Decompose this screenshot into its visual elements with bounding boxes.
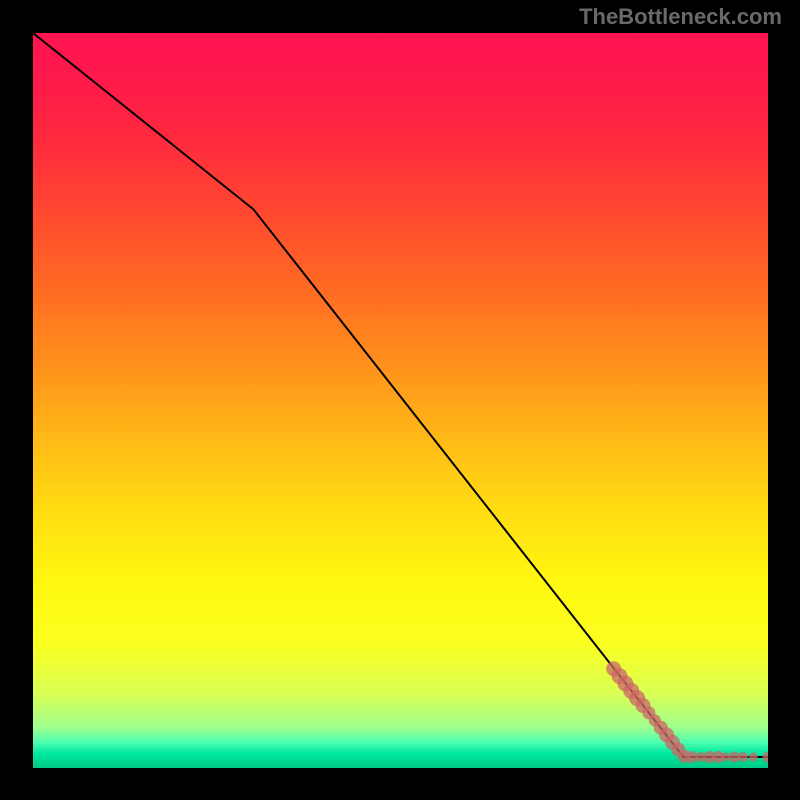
plot-overlay-svg <box>33 33 768 768</box>
attribution-text: TheBottleneck.com <box>579 4 782 30</box>
scatter-point <box>763 751 769 762</box>
chart-stage: TheBottleneck.com <box>0 0 800 800</box>
plot-area <box>33 33 768 768</box>
scatter-point <box>749 752 758 761</box>
trend-line <box>33 33 768 757</box>
scatter-point <box>738 752 748 762</box>
scatter-point <box>721 752 730 761</box>
